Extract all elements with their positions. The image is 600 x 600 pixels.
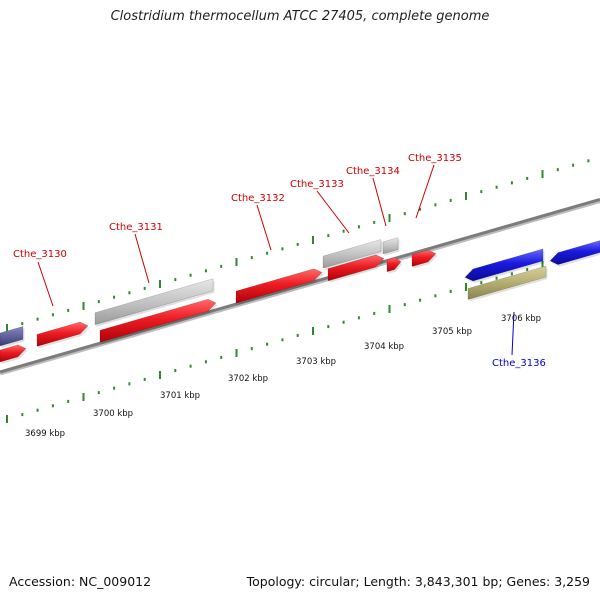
accession-text: Accession: NC_009012 bbox=[9, 574, 152, 589]
label-leader-line bbox=[134, 233, 150, 284]
label-leader-line bbox=[372, 177, 387, 227]
gene-label-cthe-3135: Cthe_3135 bbox=[408, 153, 462, 164]
forward-gene-arrow bbox=[327, 254, 385, 282]
gene-label-cthe-3130: Cthe_3130 bbox=[13, 249, 67, 260]
reverse-gene-arrow bbox=[464, 248, 544, 282]
kbp-label: 3699 kbp bbox=[25, 429, 65, 439]
gene-label-cthe-3131: Cthe_3131 bbox=[109, 222, 163, 233]
label-leader-line bbox=[511, 311, 515, 356]
other-feature-bar bbox=[467, 265, 547, 300]
reverse-gene-arrow bbox=[549, 240, 600, 265]
page-title: Clostridium thermocellum ATCC 27405, com… bbox=[110, 9, 490, 24]
forward-gene-arrow bbox=[99, 298, 217, 343]
forward-gene-arrow bbox=[386, 257, 402, 273]
label-leader-line bbox=[316, 190, 350, 234]
reverse-gene-arrow bbox=[0, 326, 24, 347]
kbp-label: 3704 kbp bbox=[364, 342, 404, 352]
forward-gene-arrow bbox=[0, 344, 27, 363]
gene-label-cthe-3134: Cthe_3134 bbox=[346, 166, 400, 177]
kbp-label: 3701 kbp bbox=[160, 391, 200, 401]
forward-gene-arrow bbox=[235, 268, 323, 304]
gene-label-cthe-3133: Cthe_3133 bbox=[290, 179, 344, 190]
kbp-label: 3705 kbp bbox=[432, 327, 472, 337]
rna-feature-bar bbox=[382, 237, 399, 255]
kbp-label: 3706 kbp bbox=[501, 314, 541, 324]
rna-feature-bar bbox=[94, 278, 214, 326]
kbp-label: 3703 kbp bbox=[296, 357, 336, 367]
gene-label-cthe-3132: Cthe_3132 bbox=[231, 193, 285, 204]
forward-gene-arrow bbox=[411, 249, 437, 267]
gene-label-cthe-3136: Cthe_3136 bbox=[492, 358, 546, 369]
label-leader-line bbox=[37, 261, 54, 307]
rna-feature-bar bbox=[322, 239, 382, 269]
genome-backbone bbox=[0, 198, 600, 374]
kbp-label: 3700 kbp bbox=[93, 409, 133, 419]
label-leader-line bbox=[256, 204, 272, 251]
label-leader-line bbox=[415, 164, 435, 219]
topology-text: Topology: circular; Length: 3,843,301 bp… bbox=[246, 574, 590, 589]
kbp-label: 3702 kbp bbox=[228, 374, 268, 384]
forward-gene-arrow bbox=[36, 321, 89, 347]
